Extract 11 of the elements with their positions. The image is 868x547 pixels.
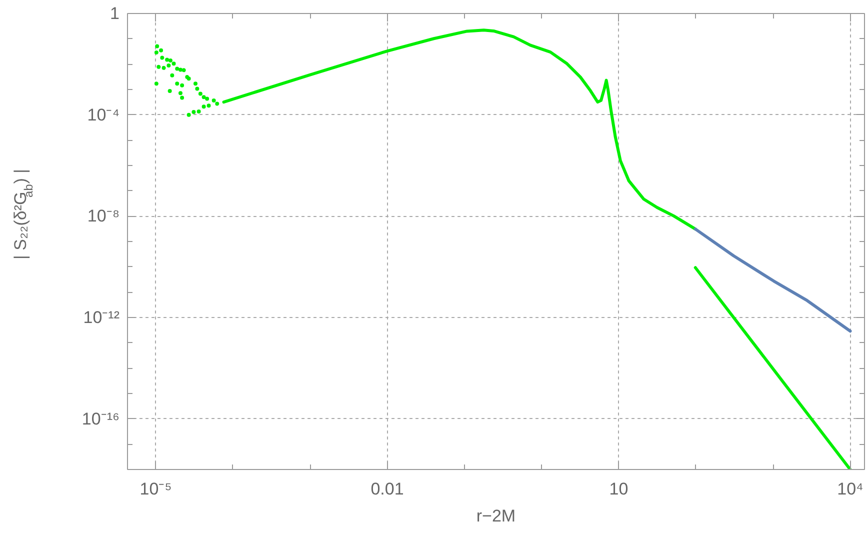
y-tick-label: 10⁻¹² bbox=[83, 308, 120, 327]
y-tick-label: 1 bbox=[110, 4, 120, 23]
x-tick-label: 0.01 bbox=[370, 480, 404, 498]
x-tick-label: 10⁻⁵ bbox=[140, 480, 172, 498]
y-tick-label: 10⁻⁴ bbox=[87, 105, 120, 124]
y-tick-label: 10⁻¹⁶ bbox=[82, 409, 120, 428]
y-tick-label: 10⁻⁸ bbox=[87, 206, 120, 226]
x-tick-label: 10⁴ bbox=[837, 480, 864, 498]
y-axis-title: | S₂₂(δ²Gab) | bbox=[11, 168, 36, 260]
x-tick-label: 10 bbox=[609, 480, 628, 498]
x-axis-title: r−2M bbox=[476, 506, 516, 526]
